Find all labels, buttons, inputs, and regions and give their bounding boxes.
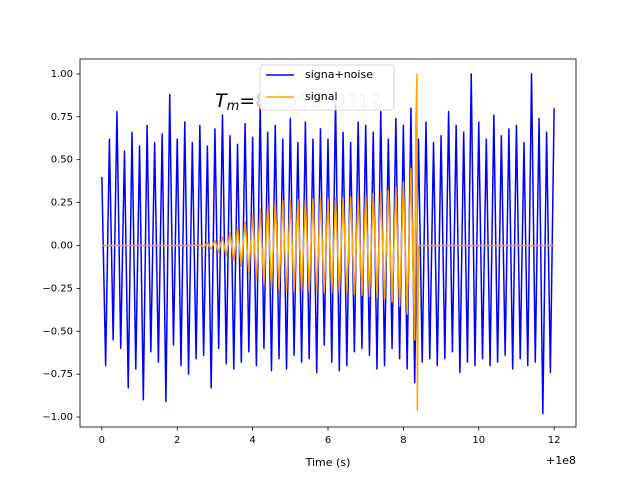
- x-tick-label: 10: [472, 435, 485, 446]
- x-tick-label: 6: [325, 435, 331, 446]
- x-axis-label: Time (s): [305, 456, 351, 469]
- annotation-equals: =: [239, 90, 255, 112]
- axes-frame: [79, 58, 577, 428]
- y-tick-label: 0.25: [51, 198, 73, 209]
- x-tick-label: 4: [249, 435, 255, 446]
- y-tick-label: 0.00: [51, 240, 73, 251]
- y-tick-label: 0.75: [51, 112, 73, 123]
- x-offset-label: +1e8: [546, 454, 576, 467]
- y-tick-label: −0.25: [42, 283, 73, 294]
- x-tick-label: 2: [174, 435, 180, 446]
- x-tick-label: 12: [548, 435, 561, 446]
- x-tick-label: 0: [99, 435, 105, 446]
- legend-label: signal: [305, 90, 338, 103]
- y-tick-label: −0.75: [42, 369, 73, 380]
- annotation-subscript: m: [227, 99, 240, 114]
- annotation-symbol: T: [215, 90, 228, 112]
- legend-box: [259, 64, 395, 111]
- x-tick-label: 8: [400, 435, 406, 446]
- y-tick-label: 0.50: [51, 155, 73, 166]
- series-line: [101, 73, 555, 411]
- y-tick-label: 1.00: [51, 69, 73, 80]
- y-tick-label: −0.50: [42, 326, 73, 337]
- series-line: [101, 73, 555, 415]
- legend-label: signa+noise: [305, 68, 373, 81]
- y-tick-label: −1.00: [42, 412, 73, 423]
